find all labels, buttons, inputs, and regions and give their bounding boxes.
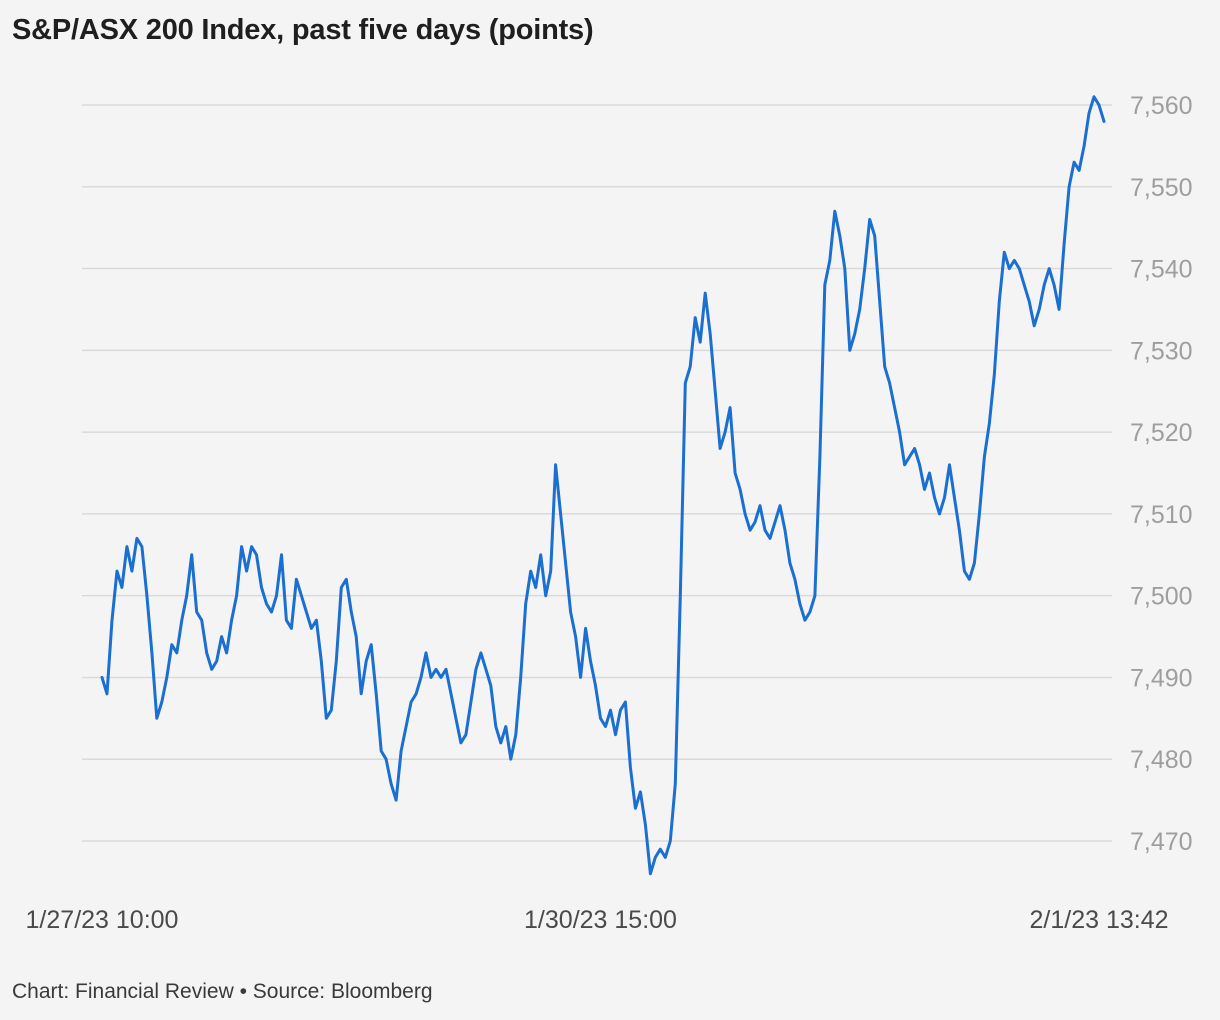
- x-axis-ticks: 1/27/23 10:001/30/23 15:002/1/23 13:422/…: [26, 906, 1169, 934]
- x-tick-label: 1/27/23 10:00: [26, 906, 179, 934]
- y-tick-label: 7,560: [1130, 92, 1193, 120]
- series-line: [100, 95, 1106, 876]
- chart-title: S&P/ASX 200 Index, past five days (point…: [12, 14, 594, 46]
- x-tick-label: 1/30/23 15:00: [524, 906, 677, 934]
- y-tick-label: 7,530: [1130, 337, 1193, 365]
- y-tick-label: 7,500: [1130, 583, 1193, 611]
- y-tick-label: 7,510: [1130, 501, 1193, 529]
- y-tick-label: 7,480: [1130, 746, 1193, 774]
- x-tick-label: 2/1/23 13:42: [1030, 906, 1169, 934]
- y-tick-label: 7,520: [1130, 419, 1193, 447]
- y-axis-ticks: 7,470 7,480 7,490 7,500 7,510 7,520 7,530 7,540…: [1130, 92, 1193, 856]
- y-tick-label: 7,550: [1130, 174, 1193, 202]
- series-layer: [100, 95, 1106, 876]
- gridlines: [82, 104, 1112, 842]
- line-chart: 7,470 7,480 7,490 7,500 7,510 7,520 7,530 7,540…: [26, 92, 1193, 934]
- y-tick-label: 7,470: [1130, 828, 1193, 856]
- y-tick-label: 7,490: [1130, 664, 1193, 692]
- chart-credit: Chart: Financial Review • Source: Bloomb…: [12, 980, 433, 1003]
- y-tick-label: 7,540: [1130, 256, 1193, 284]
